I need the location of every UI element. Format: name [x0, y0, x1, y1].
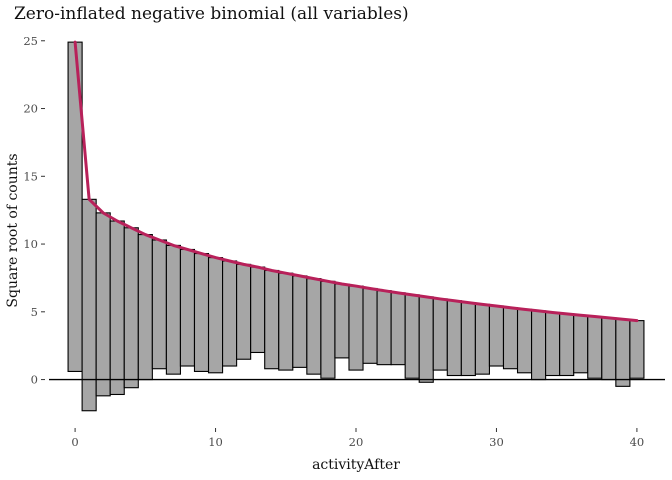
x-tick-label-40: 40 [630, 435, 645, 449]
bar-37 [587, 315, 603, 379]
bar-38 [601, 317, 617, 381]
bar-2 [95, 212, 111, 397]
y-axis-title: Square root of counts [5, 153, 21, 307]
bar-39 [615, 318, 631, 387]
bar-12 [236, 263, 252, 360]
bar-35 [559, 313, 575, 377]
x-axis-title: activityAfter [312, 457, 400, 473]
bar-27 [446, 300, 462, 377]
bar-8 [179, 248, 196, 367]
x-tick-label-30: 30 [489, 435, 504, 449]
x-axis: 0 10 20 30 40 [71, 428, 644, 449]
bar-15 [278, 272, 294, 371]
bar-31 [502, 307, 519, 370]
bar-4 [123, 227, 139, 389]
bar-3 [109, 220, 125, 396]
bar-10 [207, 257, 224, 374]
bar-19 [334, 283, 350, 359]
y-axis: 0 5 10 15 20 25 [23, 34, 45, 387]
x-tick-label-20: 20 [349, 435, 364, 449]
y-tick-label-25: 25 [23, 34, 38, 48]
x-tick-label-10: 10 [208, 435, 223, 449]
y-tick-label-0: 0 [31, 373, 38, 387]
bar-36 [573, 314, 589, 374]
bar-34 [545, 311, 561, 377]
bar-28 [460, 302, 476, 377]
bar-9 [193, 252, 210, 372]
bar-30 [488, 305, 505, 367]
y-tick-label-15: 15 [23, 169, 38, 183]
bar-25 [418, 296, 434, 383]
bar-16 [292, 275, 308, 368]
bar-22 [376, 290, 392, 366]
bar-17 [306, 278, 322, 375]
bar-21 [362, 287, 378, 364]
bar-32 [516, 308, 533, 374]
bar-18 [320, 280, 336, 379]
bar-7 [165, 244, 181, 375]
bar-40 [629, 320, 645, 379]
y-tick-label-10: 10 [23, 237, 38, 251]
bar-29 [474, 303, 490, 375]
chart-title: Zero-inflated negative binomial (all var… [14, 4, 409, 24]
bar-14 [264, 269, 280, 370]
bar-23 [390, 292, 406, 366]
y-tick-label-5: 5 [31, 305, 38, 319]
bars-group [67, 41, 645, 412]
bar-11 [222, 260, 238, 367]
bar-24 [404, 294, 420, 379]
x-tick-label-0: 0 [71, 435, 78, 449]
bar-26 [432, 298, 448, 371]
bar-5 [137, 234, 153, 381]
bar-20 [348, 285, 364, 371]
expected-curve [73, 40, 639, 323]
bar-13 [250, 266, 266, 354]
bar-33 [531, 310, 547, 381]
y-tick-label-20: 20 [23, 102, 38, 116]
bar-6 [151, 239, 167, 370]
